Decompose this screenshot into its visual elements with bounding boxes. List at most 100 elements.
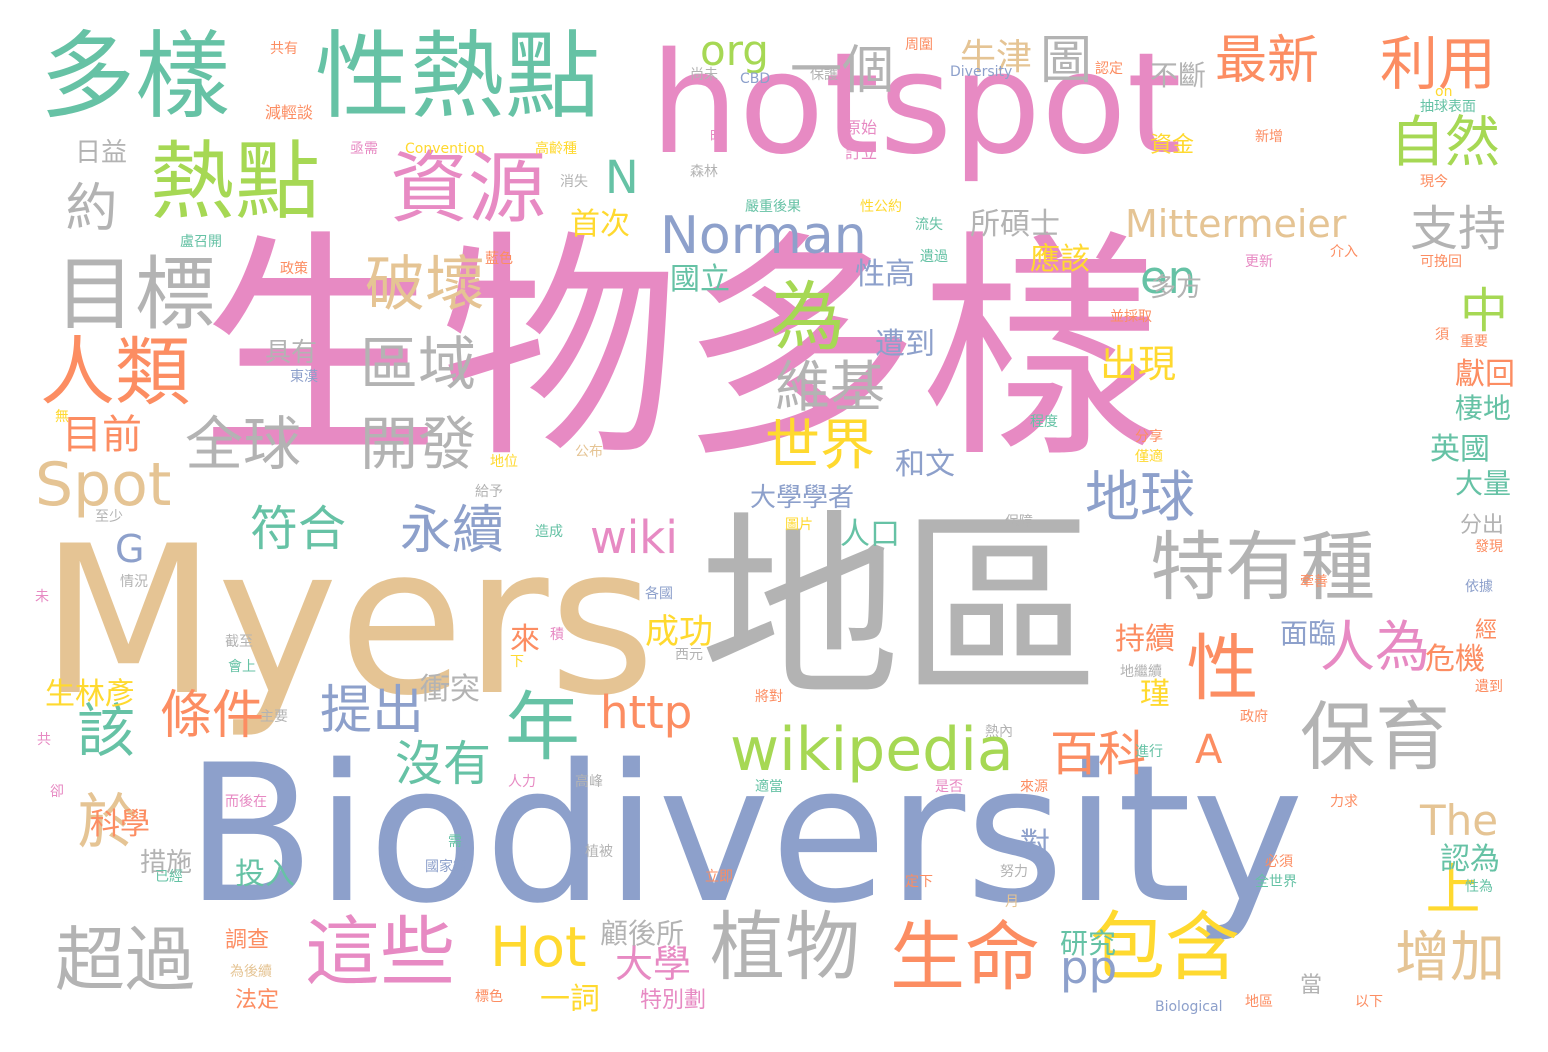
cloud-word: 性公約 [860,199,902,215]
cloud-word: 為 [770,273,846,361]
cloud-word: 僅適 [1135,449,1163,465]
cloud-word: 首次 [570,207,630,242]
cloud-word: 現今 [1420,174,1448,190]
cloud-word: org [700,26,769,75]
cloud-word: 顧後所 [600,917,685,950]
cloud-word: 共有 [270,41,298,57]
cloud-word: 是否 [935,779,963,795]
cloud-word: 植被 [585,844,613,860]
cloud-word: 開發 [360,410,477,478]
cloud-word: 盧召開 [180,234,222,250]
cloud-word: 性高 [855,257,915,292]
cloud-word: 圖 [1040,31,1093,91]
cloud-word: CBD [740,71,771,87]
cloud-word: 熱內 [985,724,1013,740]
cloud-word: on [1435,84,1453,100]
cloud-word: 亟需 [350,141,378,157]
cloud-word: 瑾 [1140,677,1170,712]
cloud-word: 危機 [1425,642,1485,677]
cloud-word: 於 [67,790,137,850]
cloud-word: 高峰 [575,774,603,790]
cloud-word: 包含 [1090,903,1241,991]
cloud-word: 投入 [235,857,295,892]
cloud-word: 地區 [700,493,1101,726]
cloud-word: 政策 [280,261,308,277]
cloud-word: 時 [710,129,724,145]
cloud-word: en [1140,251,1197,304]
cloud-word: 性為 [1465,879,1493,895]
cloud-word: 地球 [1085,465,1196,529]
cloud-word: 定下 [905,874,933,890]
cloud-word: N [605,151,639,204]
cloud-word: 遺到 [1475,679,1503,695]
cloud-word: 至少 [95,509,123,525]
cloud-word: 認定 [1095,61,1123,77]
cloud-word: G [115,527,145,571]
cloud-word: 政府 [1240,709,1268,725]
cloud-word: 性熱點 [315,22,601,132]
cloud-word: 標色 [475,989,503,1005]
cloud-word: 區域 [360,330,477,398]
cloud-word: 新增 [1255,129,1283,145]
cloud-word: 介入 [1330,244,1358,260]
cloud-word: 消失 [560,174,588,190]
cloud-word: 依據 [1465,579,1493,595]
cloud-word: 會上 [228,659,256,675]
cloud-word: 保育 [1300,693,1451,781]
cloud-word: 森林 [690,164,718,180]
cloud-word: 目標 [55,248,215,341]
cloud-word: 給予 [475,484,503,500]
cloud-word: 進行 [1135,744,1163,760]
cloud-word: 全世界 [1255,874,1297,890]
cloud-word: 提出 [320,681,425,741]
cloud-word: 特有種 [1150,523,1376,611]
cloud-word: 力求 [1330,794,1358,810]
cloud-word: hotspot [650,23,1182,186]
cloud-word: 符合 [250,501,347,557]
cloud-word: 資金 [1150,133,1195,158]
cloud-word: 對 [1020,827,1050,862]
cloud-word: 將對 [755,689,783,705]
cloud-word: 當 [1300,973,1323,998]
cloud-word: A [1195,727,1223,773]
cloud-word: 沒有 [395,736,492,792]
cloud-word: 情況 [120,574,148,590]
cloud-word: 西元 [675,647,703,663]
cloud-word: The [1420,796,1499,845]
cloud-word: 這些 [305,908,456,996]
cloud-word: 目前 [62,412,142,458]
cloud-word: 生命 [890,913,1041,1001]
cloud-word: 百科 [1050,726,1147,782]
cloud-word: 立即 [705,869,733,885]
cloud-word: 自然 [1390,110,1501,174]
cloud-word: 可挽回 [1420,254,1462,270]
cloud-word: 牽善 [1300,574,1328,590]
cloud-word: 約 [56,180,116,232]
cloud-word: 性 [1174,630,1258,702]
cloud-word: 東漠 [290,369,318,385]
cloud-word: 努力 [1000,864,1028,880]
cloud-word: 不斷 [1150,59,1207,92]
cloud-word: Diversity [950,64,1013,80]
cloud-word: 遺過 [920,249,948,265]
cloud-word: 圖片 [785,517,813,533]
cloud-word: 特別劃 [640,988,707,1013]
cloud-word: 多樣 [40,22,231,132]
cloud-word: 而後在 [225,794,267,810]
cloud-word: 國家簽 [425,859,467,875]
cloud-word: 維基 [775,355,886,419]
cloud-word: 條件 [160,686,265,746]
cloud-word: 人類 [40,328,191,416]
cloud-word: 人力 [508,774,536,790]
cloud-word: 上 [1416,860,1480,915]
cloud-word: 造成 [535,524,563,540]
cloud-word: 牛津 [960,37,1033,78]
cloud-word: 程度 [1030,414,1058,430]
cloud-word: 須 [1435,327,1449,343]
cloud-word: 來源 [1020,779,1048,795]
cloud-word: 應該 [1030,242,1090,277]
cloud-word: 人口 [840,517,900,552]
cloud-word: 面臨 [1280,617,1337,650]
cloud-word: Spot [35,450,172,520]
